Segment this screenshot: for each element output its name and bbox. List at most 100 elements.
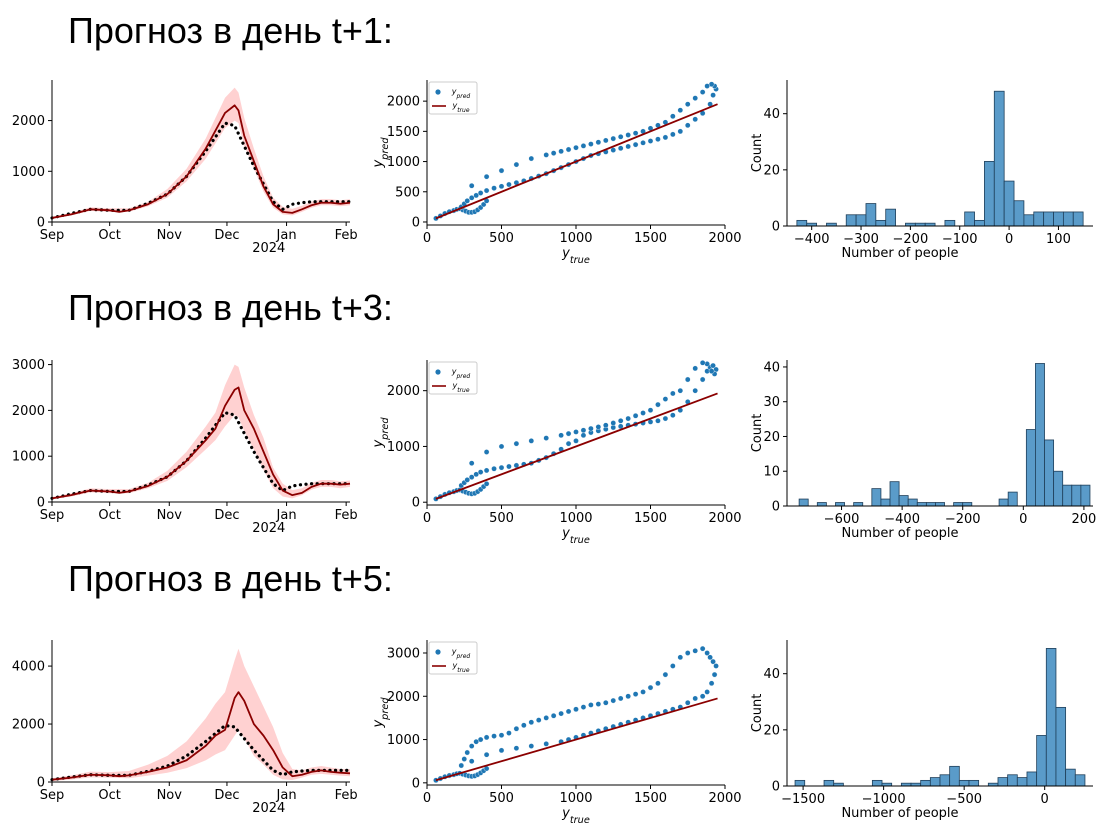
scatter-point (595, 701, 602, 707)
scatter-point (710, 362, 716, 369)
x-tick-label: Feb (335, 228, 358, 243)
scatter-point (632, 141, 639, 148)
histogram-chart-2: 0 10 20 30 40 −600 −400 −200 0 200 Number of peopl… (750, 360, 1096, 541)
scatter-point (677, 387, 684, 394)
scatter-point (704, 83, 710, 89)
scatter-point (617, 133, 624, 140)
histogram-bar (1065, 768, 1076, 787)
histogram-bar (880, 498, 891, 507)
scatter-point (684, 101, 691, 107)
scatter-point (662, 396, 669, 402)
scatter-point (573, 706, 579, 713)
x-tick-label: Nov (157, 508, 183, 523)
scatter-point (473, 192, 479, 199)
histogram-bar (823, 779, 835, 787)
scatter-point (528, 155, 535, 162)
x-tick-label: 0 (423, 791, 431, 806)
x-tick-label: Jan (276, 508, 297, 523)
scatter-point (640, 140, 646, 146)
scatter-point (588, 425, 594, 432)
scatter-point (491, 733, 497, 739)
x-tick-label: 1500 (634, 231, 667, 246)
scatter-point (498, 167, 505, 174)
scatter-point (506, 730, 512, 736)
scatter-point (647, 407, 654, 413)
histogram-bar (871, 779, 883, 787)
histogram-bar (798, 498, 809, 507)
scatter-point (684, 699, 691, 706)
x-tick-label: 500 (489, 231, 514, 246)
histogram-bar (1007, 774, 1018, 787)
scatter-point (699, 89, 706, 95)
histogram-bar (875, 219, 887, 227)
histogram-bar (1080, 484, 1091, 507)
histogram-bar (898, 495, 909, 507)
scatter-point (662, 134, 669, 141)
scatter-point (692, 95, 699, 101)
x-tick-label: −1500 (781, 792, 825, 807)
scatter-point (692, 648, 699, 654)
x-tick-label: 2000 (708, 231, 741, 246)
identity-line (435, 697, 718, 782)
histogram-bar (835, 502, 845, 507)
histogram-bar (998, 498, 1009, 507)
scatter-point (498, 747, 505, 754)
scatter-point (595, 424, 602, 430)
scatter-point (692, 695, 699, 702)
histogram-bar (1062, 484, 1073, 507)
scatter-point (710, 658, 716, 665)
histogram-bar (1013, 200, 1025, 227)
histogram-chart-1: 0 20 40 −400 −300 −200 −100 0 100 Number of peopl… (750, 80, 1093, 261)
scatter-point (625, 693, 631, 700)
x-tick-label: −200 (893, 232, 929, 247)
y-axis-label: ypred (371, 417, 391, 449)
scatter-point (498, 464, 505, 471)
scatter-point (461, 756, 468, 762)
identity-line (435, 392, 718, 500)
histogram-bar (871, 488, 882, 507)
histogram-bar (845, 214, 857, 227)
histogram-bar (1053, 211, 1064, 227)
legend-label-pred: ypred (451, 647, 471, 660)
histogram-bar (889, 481, 900, 507)
scatter-point (655, 401, 661, 408)
x-axis-label: ytrue (561, 806, 590, 826)
scatter-point (708, 680, 715, 687)
y-tick-label: 40 (763, 107, 780, 122)
scatter-point (565, 146, 572, 153)
scatter-point (528, 743, 535, 749)
y-axis-label: ypred (371, 137, 391, 169)
histogram-bar (939, 774, 951, 787)
x-tick-label: Jan (276, 788, 297, 803)
scatter-point (602, 137, 609, 144)
scatter-point (483, 187, 490, 194)
scatter-point (640, 689, 646, 695)
scatter-point (506, 463, 512, 470)
y-tick-label: 0 (772, 500, 780, 515)
scatter-point (699, 645, 706, 652)
y-axis-label: Count (750, 694, 765, 733)
scatter-point (483, 449, 490, 455)
x-tick-label: 200 (1071, 512, 1096, 527)
histogram-bar (796, 219, 808, 227)
scatter-point (483, 481, 490, 487)
timeseries-chart-3: 0 2000 4000 Sep Oct Nov Dec Jan Feb 2024 (12, 640, 358, 816)
scatter-point (543, 152, 549, 158)
y-tick-label: 2000 (12, 404, 45, 419)
x-tick-label: Dec (214, 228, 239, 243)
y-tick-label: 2000 (12, 114, 45, 129)
scatter-point (670, 113, 676, 120)
histogram-bar (1007, 491, 1018, 507)
scatter-point (565, 440, 572, 447)
scatter-point (692, 116, 699, 123)
y-tick-label: 3000 (12, 358, 45, 373)
scatter-point (543, 435, 549, 441)
legend-label-true: ytrue (451, 661, 469, 674)
histogram-bar (1071, 484, 1082, 507)
x-tick-label: Sep (40, 508, 65, 523)
x-tick-label: 0 (1041, 792, 1049, 807)
histogram-bar (935, 502, 945, 507)
scatter-point (573, 438, 579, 444)
y-tick-label: 1000 (387, 155, 420, 170)
scatter-point (632, 691, 639, 697)
